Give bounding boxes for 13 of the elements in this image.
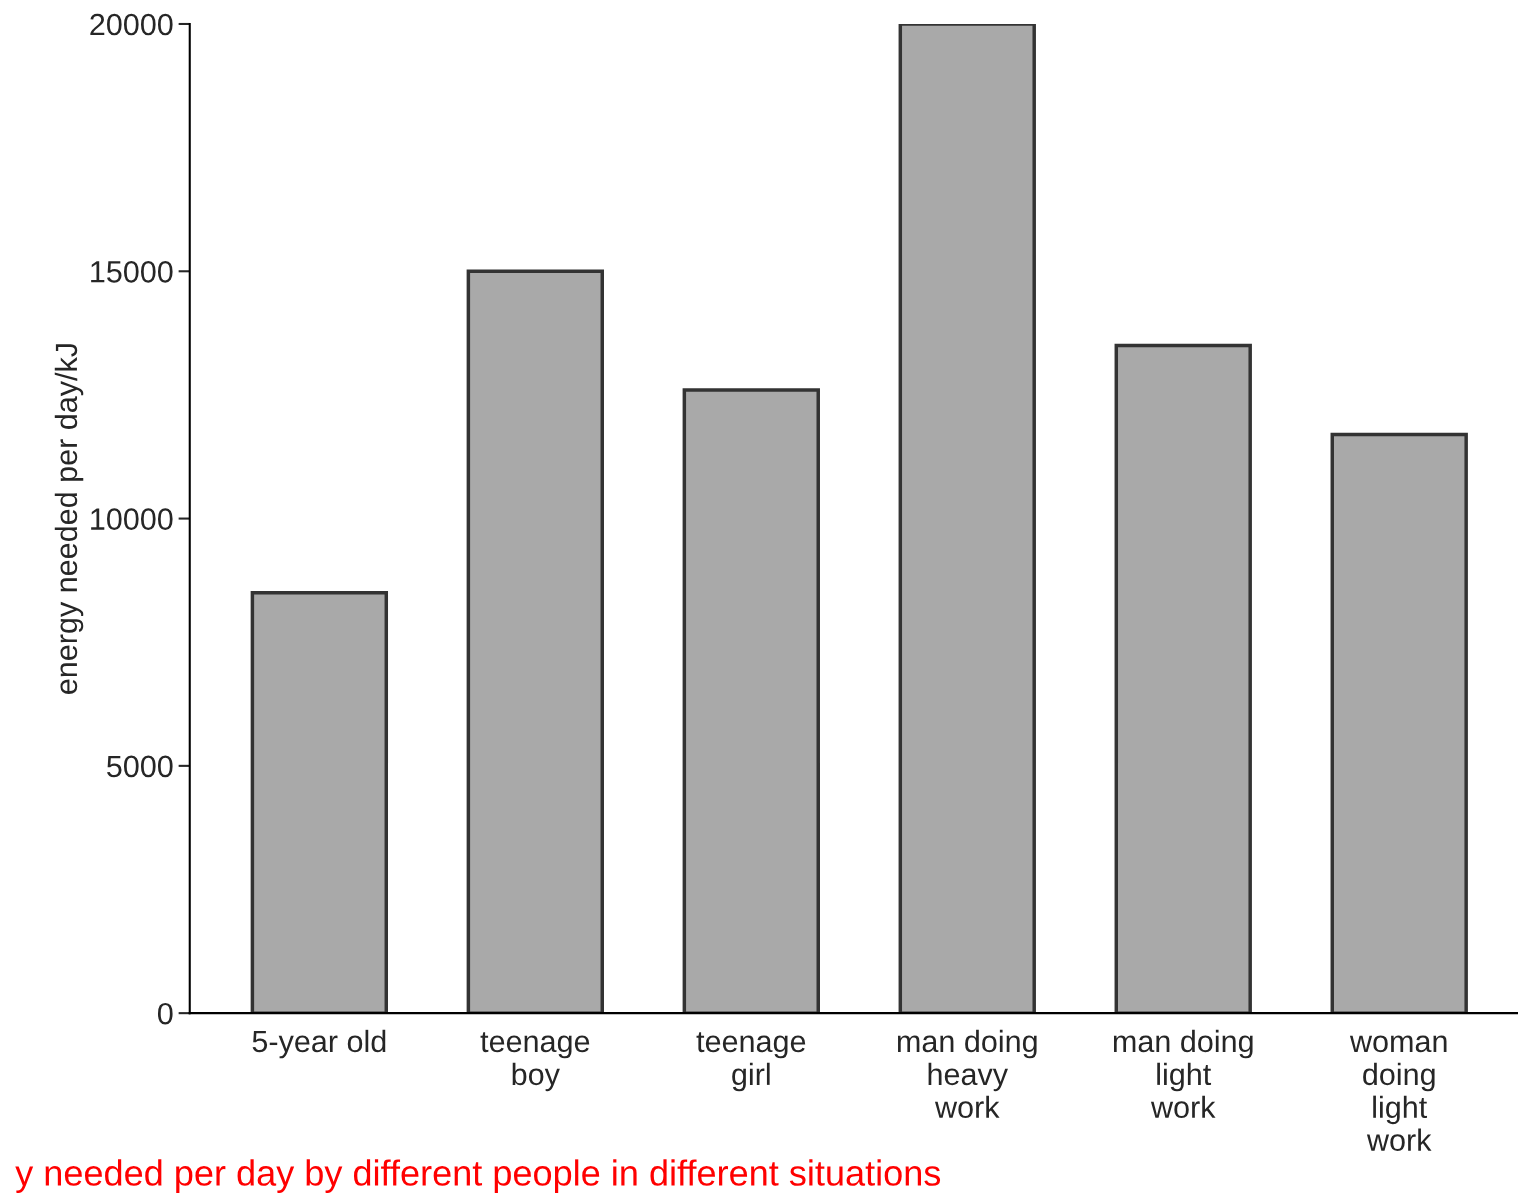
x-tick-label: woman doing light work: [1349, 1035, 1447, 1151]
x-tick-label: 5-year old: [252, 1029, 386, 1059]
y-axis-title: energy needed per day/kJ: [54, 344, 84, 694]
y-tick-label: 15000: [91, 261, 173, 283]
x-tick-label: man doing heavy work: [897, 1029, 1037, 1119]
x-tick-label: teenage girl: [696, 1032, 806, 1092]
text: y needed per day by different people in different situations: [15, 1159, 941, 1194]
y-tick-label: 5000: [107, 755, 173, 778]
y-tick-label: 0: [157, 1002, 173, 1025]
x-tick-label: man doing light work: [1113, 1029, 1253, 1119]
x-tick-label: teenage boy: [480, 1032, 590, 1092]
y-tick-label: 10000: [91, 508, 173, 530]
y-tick-label: 20000: [90, 13, 173, 36]
